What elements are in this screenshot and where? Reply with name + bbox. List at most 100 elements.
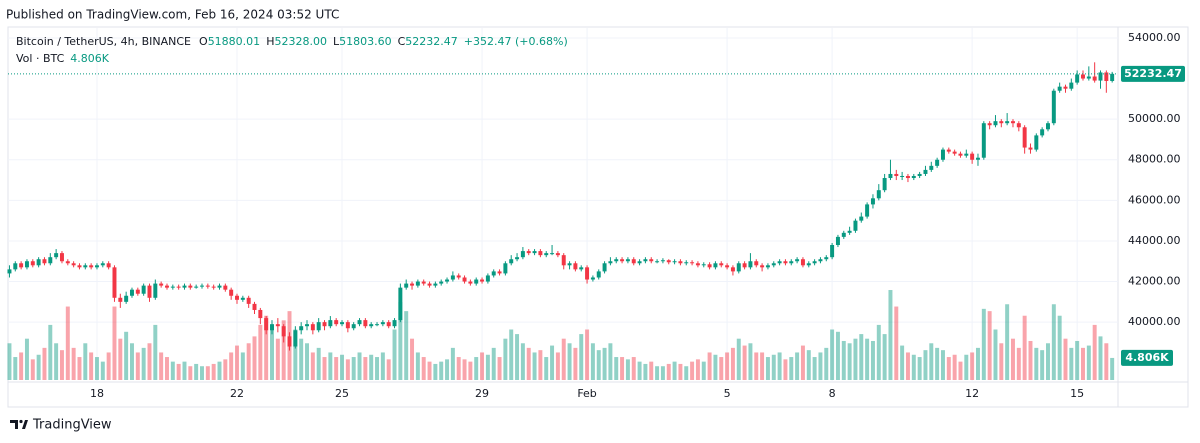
- volume-bar: [246, 343, 251, 380]
- volume-bar: [777, 352, 782, 380]
- volume-bar: [888, 290, 893, 380]
- candle-body: [77, 265, 82, 268]
- volume-bar: [789, 357, 794, 380]
- volume-bar: [299, 338, 304, 380]
- volume-pane: [7, 290, 1115, 380]
- candle-body: [106, 263, 111, 268]
- y-tick-label: 54000.00: [1128, 31, 1181, 44]
- candle-body: [188, 285, 193, 288]
- candle-body: [1010, 121, 1015, 124]
- candle-body: [608, 261, 613, 264]
- volume-bar: [305, 343, 309, 380]
- volume-bar: [970, 352, 975, 380]
- volume-bar: [649, 361, 654, 380]
- candle-body: [999, 121, 1004, 124]
- candle-body: [94, 265, 99, 268]
- y-tick-label: 40000.00: [1128, 315, 1181, 328]
- volume-bar: [952, 354, 957, 380]
- candle-body: [293, 330, 298, 347]
- volume-bar: [602, 347, 607, 380]
- candle-body: [1081, 74, 1085, 79]
- volume-bar: [503, 338, 508, 380]
- candle-body: [1016, 123, 1021, 128]
- volume-bar: [812, 357, 817, 380]
- candle-body: [124, 295, 129, 302]
- candle-body: [911, 175, 916, 179]
- volume-bar: [929, 343, 934, 380]
- volume-bar: [736, 338, 741, 380]
- volume-bar: [660, 366, 665, 380]
- volume-bar: [211, 363, 216, 380]
- candle-body: [252, 303, 257, 310]
- candle-body: [754, 261, 759, 266]
- candle-body: [567, 263, 572, 266]
- candle-body: [1092, 76, 1097, 81]
- volume-bar: [795, 352, 800, 380]
- candle-body: [24, 261, 29, 268]
- candle-body: [981, 123, 986, 158]
- volume-bar: [713, 354, 718, 380]
- ohlc-value: 51880.01: [208, 35, 261, 48]
- candle-body: [1051, 90, 1056, 124]
- candle-body: [322, 322, 327, 327]
- candle-body: [789, 261, 794, 264]
- volume-bar: [485, 354, 490, 380]
- candle-body: [935, 159, 940, 166]
- volume-bar: [380, 352, 385, 380]
- volume-bar: [7, 343, 12, 380]
- ohlc-key: C: [398, 35, 406, 48]
- candle-body: [684, 262, 689, 264]
- candle-body: [690, 262, 695, 264]
- candle-body: [940, 149, 945, 160]
- volume-bar: [165, 357, 169, 380]
- volume-bar: [445, 359, 450, 380]
- volume-bar: [235, 345, 239, 380]
- candle-body: [561, 255, 566, 266]
- x-tick-label: 22: [230, 387, 244, 400]
- volume-bar: [935, 347, 940, 380]
- candle-body: [1086, 76, 1091, 79]
- ohlc-key: L: [333, 35, 340, 48]
- volume-bar: [363, 357, 368, 380]
- volume-bar: [398, 301, 403, 380]
- candle-body: [48, 257, 53, 264]
- candle-body: [264, 318, 269, 331]
- volume-bar: [1022, 315, 1027, 380]
- ohlc-value: 51803.60: [339, 35, 392, 48]
- volume-bar: [124, 331, 129, 380]
- volume-bar: [439, 361, 444, 380]
- candle-body: [229, 289, 234, 296]
- candle-body: [147, 285, 152, 298]
- volume-bar: [129, 343, 134, 380]
- candle-body: [194, 286, 199, 288]
- volume-bar: [316, 347, 321, 380]
- volume-bar: [1104, 343, 1109, 380]
- candle-body: [625, 259, 630, 262]
- candle-body: [672, 261, 677, 263]
- candle-body: [1046, 123, 1050, 130]
- candle-body: [427, 283, 432, 286]
- volume-bar: [275, 338, 280, 380]
- volume-bar: [141, 347, 146, 380]
- candle-body: [678, 261, 683, 264]
- candle-body: [748, 261, 753, 268]
- volume-bar: [614, 357, 619, 380]
- candle-body: [392, 320, 397, 327]
- volume-bar: [19, 352, 24, 380]
- volume-bar: [59, 350, 64, 380]
- candle-body: [1110, 73, 1115, 81]
- change: +352.47 (+0.68%): [464, 35, 568, 48]
- last-price-label: 52232.47: [1124, 67, 1182, 80]
- candle-body: [596, 271, 601, 278]
- volume-bar: [433, 363, 438, 380]
- volume-bar: [54, 343, 59, 380]
- volume-bar: [147, 343, 152, 380]
- x-tick-label: 15: [1070, 387, 1084, 400]
- candle-body: [824, 257, 829, 260]
- volume-bar: [404, 311, 409, 380]
- volume-bar: [1016, 347, 1021, 380]
- volume-bar: [760, 352, 765, 380]
- volume-bar: [754, 352, 759, 380]
- candle-body: [795, 259, 800, 262]
